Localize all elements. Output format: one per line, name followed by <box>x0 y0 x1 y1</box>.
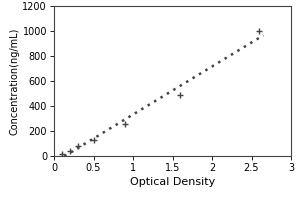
Y-axis label: Concentration(ng/mL): Concentration(ng/mL) <box>10 27 20 135</box>
X-axis label: Optical Density: Optical Density <box>130 177 215 187</box>
